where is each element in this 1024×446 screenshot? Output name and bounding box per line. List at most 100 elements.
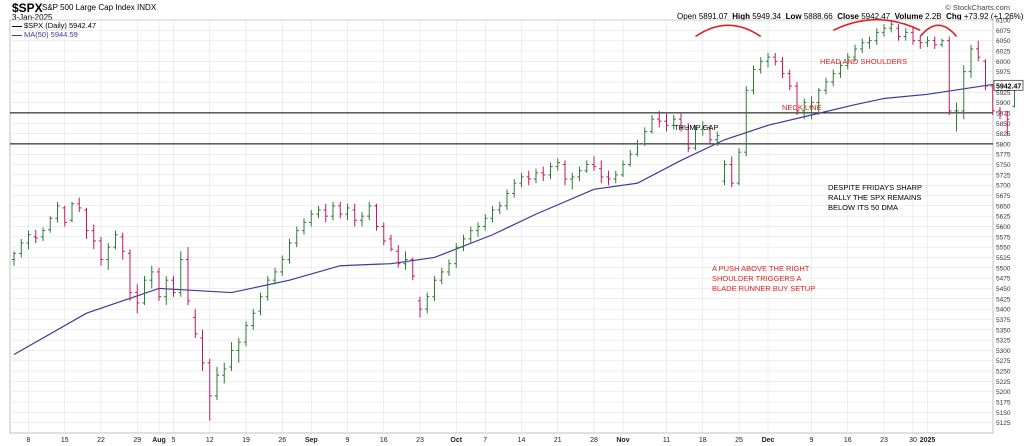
ohlc-bar <box>490 205 495 223</box>
ohlc-bar <box>968 44 974 78</box>
ohlc-bar <box>874 28 879 45</box>
x-tick-label: 14 <box>518 437 526 444</box>
head-shoulders-arc <box>919 24 958 38</box>
ohlc-bar <box>620 160 626 177</box>
ohlc-bar <box>374 203 379 231</box>
y-tick-label: 5350 <box>996 327 1011 334</box>
low-value: 5888.66 <box>803 12 833 21</box>
ohlc-bar <box>860 38 865 54</box>
ohlc-bar <box>403 251 408 270</box>
y-tick-label: 5500 <box>996 265 1011 272</box>
y-tick-label: 6000 <box>996 59 1011 66</box>
ohlc-bar <box>272 267 278 285</box>
y-tick-label: 5800 <box>996 141 1011 148</box>
ohlc-bar <box>562 160 568 186</box>
ohlc-bar <box>265 276 270 301</box>
ohlc-bar <box>338 201 343 219</box>
ohlc-bar <box>707 125 713 144</box>
ohlc-bar <box>214 366 220 400</box>
note1-line1: DESPITE FRIDAYS SHARP <box>828 183 923 192</box>
ohlc-bar <box>301 218 307 235</box>
y-tick-label: 6075 <box>996 28 1011 35</box>
ohlc-bar <box>142 276 147 305</box>
ohlc-bar <box>26 230 31 250</box>
head-shoulders-arc <box>695 24 762 38</box>
y-tick-label: 5300 <box>996 348 1011 355</box>
ohlc-bar <box>591 156 597 171</box>
head-shoulders-arc <box>832 18 921 32</box>
ohlc-bar <box>410 257 415 281</box>
ohlc-bar <box>222 362 227 384</box>
ohlc-bar <box>635 139 640 157</box>
close-label: Close <box>837 12 859 21</box>
open-value: 5891.07 <box>698 12 728 21</box>
ohlc-bar <box>251 309 256 330</box>
ohlc-bar <box>613 170 618 184</box>
x-tick-label: 12 <box>206 437 214 444</box>
y-tick-label: 5675 <box>996 193 1011 200</box>
y-tick-label: 5750 <box>996 162 1011 169</box>
ohlc-bar <box>809 96 814 120</box>
ohlc-bar <box>323 203 328 223</box>
x-tick-label: Nov <box>616 437 629 444</box>
legend-ma-swatch <box>12 34 22 36</box>
ohlc-bar <box>352 203 357 227</box>
ma50-line <box>13 83 993 356</box>
ohlc-bar <box>11 251 17 266</box>
ticker-symbol: $SPX <box>12 1 43 15</box>
ohlc-bar <box>794 81 800 115</box>
ohlc-bar <box>787 69 792 91</box>
ohlc-bar <box>439 267 444 285</box>
ohlc-bar <box>831 69 836 87</box>
ohlc-bar <box>577 166 582 182</box>
y-tick-label: 5925 <box>996 90 1011 97</box>
ohlc-bar <box>178 251 183 297</box>
chg-label: Chg <box>946 12 962 21</box>
ohlc-bar <box>309 209 314 227</box>
note2-line2: SHOULDER TRIGGERS A <box>712 274 802 283</box>
index-name: S&P 500 Large Cap Index INDX <box>42 3 156 12</box>
chart-date: 3-Jan-2025 <box>12 13 53 22</box>
ohlc-bar <box>330 201 336 221</box>
ohlc-bar <box>526 170 531 186</box>
ohlc-bar <box>185 247 191 305</box>
ohlc-bar <box>918 36 923 49</box>
ohlc-bar <box>947 36 952 115</box>
ohlc-bar <box>649 114 655 134</box>
x-tick-label: 5 <box>172 437 176 444</box>
y-tick-label: 5275 <box>996 358 1011 365</box>
ohlc-bar <box>961 65 966 120</box>
x-tick-label: 2025 <box>920 437 936 444</box>
x-tick-label: 18 <box>699 437 707 444</box>
x-tick-label: 9 <box>346 437 350 444</box>
y-tick-label: 6050 <box>996 38 1011 45</box>
x-tick-label: 26 <box>278 437 286 444</box>
ohlc-bar <box>642 127 647 146</box>
ohlc-bar <box>381 222 386 246</box>
ohlc-bar <box>852 44 858 62</box>
x-tick-label: Dec <box>762 437 775 444</box>
exchange-label: INDX <box>137 3 157 12</box>
y-tick-label: 5600 <box>996 224 1011 231</box>
x-tick-label: Sep <box>305 437 318 444</box>
ohlc-bar <box>584 160 589 173</box>
ohlc-bar <box>258 292 263 316</box>
ohlc-bar <box>294 226 299 248</box>
y-tick-label: 5150 <box>996 410 1011 417</box>
ohlc-bar <box>910 26 916 45</box>
ohlc-bar <box>504 189 510 210</box>
y-tick-label: 5575 <box>996 234 1011 241</box>
ohlc-bar <box>91 224 96 250</box>
y-tick-label: 5225 <box>996 379 1011 386</box>
ohlc-bar <box>84 207 89 239</box>
note1-line3: BELOW ITS 50 DMA <box>828 203 899 212</box>
ohlc-bar <box>69 201 75 223</box>
legend-ma-label: MA(50) 5944.59 <box>24 30 78 39</box>
x-tick-label: 15 <box>61 437 69 444</box>
ohlc-bar <box>599 160 604 184</box>
ohlc-bar <box>98 236 104 266</box>
ohlc-bar <box>555 158 560 171</box>
ohlc-bar <box>359 212 365 227</box>
ohlc-bar <box>823 77 829 95</box>
